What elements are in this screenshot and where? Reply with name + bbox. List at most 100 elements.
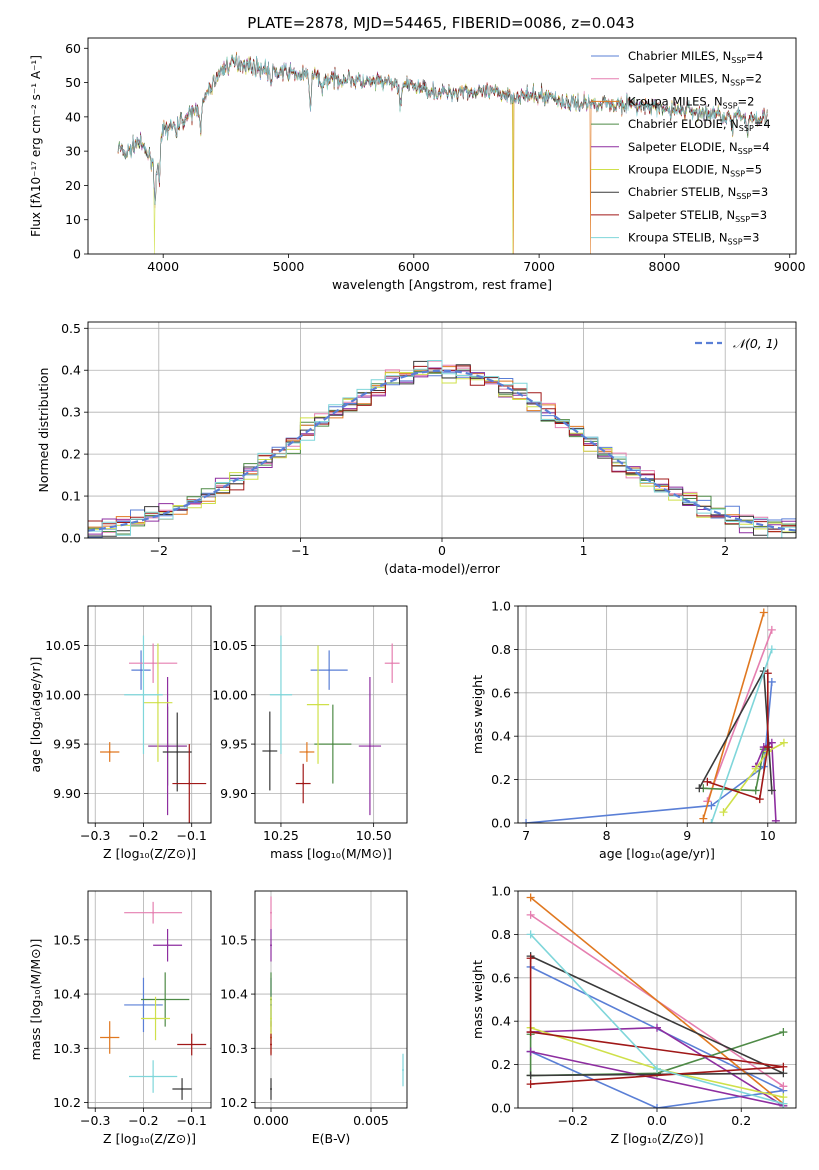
weight-marker [767,786,776,795]
data-point [317,703,320,706]
y-tick-label: 0.3 [61,405,81,420]
plot-area [522,608,788,823]
weight-marker [703,777,712,786]
y-tick-label: 0.6 [491,970,511,985]
panel-mass_vs_Z: −0.3 −0.2 −0.1 10.2 10.3 10.4 10.5 Z [log₁₀(Z/Z… [28,890,212,1146]
x-axis-label: mass [log₁₀(M/M⊙)] [270,846,392,861]
legend: Chabrier MILES, NSSP=4 Salpeter MILES, NS… [591,49,771,247]
data-point [142,693,145,696]
weight-marker [751,764,760,773]
weight-marker [707,801,716,810]
y-tick-label: 1.0 [491,884,511,899]
weight-marker [653,1023,661,1032]
data-point [181,1088,184,1091]
y-tick-label: 10.4 [53,987,81,1002]
weight-marker [707,819,716,823]
x-tick-label: 10.25 [263,828,299,843]
axes-frame [254,605,408,824]
x-tick-label: 8 [603,828,611,843]
y-tick-label: 50 [65,75,81,90]
weight-marker [695,784,704,793]
weight-marker [653,1104,661,1108]
weight-marker [779,738,788,747]
x-axis-label: wavelength [Angstrom, rest frame] [332,277,552,292]
data-point [391,662,394,665]
y-axis-label: mass weight [470,960,485,1039]
plot-area [100,635,207,823]
x-axis-label: Z [log₁₀(Z/Z⊙)] [103,1131,196,1146]
y-tick-label: 10.3 [220,1041,248,1056]
weight-marker [526,893,535,902]
data-point [176,750,179,753]
x-axis-label: age [log₁₀(age/yr)] [599,846,715,861]
plot-area [270,896,404,1100]
weight-marker [526,1071,535,1080]
y-tick-label: 10.5 [53,932,81,947]
x-tick-label: 9000 [774,259,806,274]
y-tick-label: 60 [65,41,81,56]
panel-residuals: −2 −1 0 1 2 0.0 0.1 0.2 0.3 0.4 0.5 (data-model)/er… [36,321,797,576]
axes-frame [517,890,797,1109]
x-tick-label: −0.2 [128,828,158,843]
plot-area [262,635,400,816]
data-point [302,782,305,785]
axes-frame [87,321,797,539]
weight-marker [526,1080,535,1089]
x-tick-label: 0 [438,543,446,558]
y-tick-label: 10 [65,212,81,227]
x-tick-label: −0.3 [80,1113,110,1128]
weight-marker [767,645,776,654]
weight-marker [779,1099,788,1108]
y-tick-label: 0.5 [61,321,81,336]
x-tick-label: −0.3 [80,828,110,843]
weight-marker [779,1028,788,1037]
x-tick-label: −1 [291,543,309,558]
legend-entry: Chabrier MILES, NSSP=4 [628,49,763,65]
weight-line-0 [526,681,773,823]
y-tick-label: 9.90 [53,786,81,801]
x-axis-label: Z [log₁₀(Z/Z⊙)] [611,1131,704,1146]
weight-line-6 [698,668,773,791]
weight-line-8 [710,649,773,823]
x-tick-label: 8000 [649,259,681,274]
y-tick-label: 0.0 [491,1101,511,1116]
y-tick-label: 10.4 [220,987,248,1002]
normal-pdf-curve [88,369,796,532]
y-tick-label: 0.4 [491,1014,511,1029]
data-point [142,1003,145,1006]
x-tick-label: 5000 [273,259,305,274]
weight-marker [767,677,776,686]
legend-entry: Salpeter STELIB, NSSP=3 [628,208,767,224]
panel-age_vs_Z: −0.3 −0.2 −0.1 9.90 9.95 10.00 10.05 Z [log₁₀(Z… [28,605,212,861]
weight-marker [653,1064,661,1073]
axes-frame [517,605,797,824]
data-point [402,1069,404,1072]
data-point [188,782,191,785]
x-tick-label: 10.50 [356,828,392,843]
y-tick-label: 20 [65,178,81,193]
spectrum-line-8 [117,54,768,205]
y-tick-label: 10.05 [212,638,248,653]
panel-spectrum: 4000 5000 6000 7000 8000 9000 0 10 20 30 40 50 60 wav… [29,37,806,292]
plot-area [88,360,796,538]
data-point [190,1043,193,1046]
panel-mass_weight_vs_age: 7 8 9 10 0.0 0.2 0.4 0.6 0.8 1.0 age [log₁₀(age/yr… [470,599,797,861]
y-tick-label: 10.00 [212,687,248,702]
weight-marker [779,1082,788,1091]
data-point [331,743,334,746]
x-tick-label: −0.2 [558,1113,588,1128]
data-point [368,745,371,748]
y-tick-label: 0.0 [491,816,511,831]
x-axis-label: (data-model)/error [384,561,501,576]
legend-entry: Salpeter ELODIE, NSSP=4 [628,140,770,156]
x-tick-label: 7 [522,828,530,843]
data-point [156,701,159,704]
data-point [270,1017,272,1020]
y-tick-label: 0.4 [61,363,81,378]
data-point [166,944,169,947]
axes-frame [87,605,212,824]
y-tick-label: 30 [65,144,81,159]
y-tick-label: 0.6 [491,685,511,700]
plot-area [100,901,207,1100]
